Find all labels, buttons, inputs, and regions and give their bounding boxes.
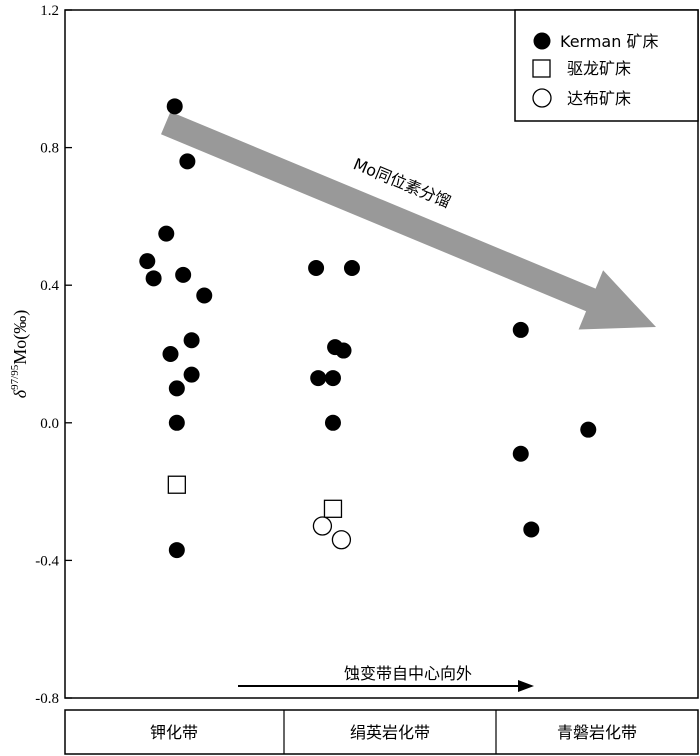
data-point-kerman: [183, 332, 200, 349]
zone-label-propylitic: 青磐岩化带: [557, 723, 637, 742]
data-point-kerman: [324, 370, 341, 387]
y-tick-label: 0.0: [40, 416, 59, 432]
data-point-dabu: [331, 530, 352, 550]
y-axis-label-delta: δ: [10, 389, 30, 398]
data-points: [139, 98, 597, 559]
data-point-dabu: [312, 516, 333, 536]
zone-strip-frame: [64, 709, 699, 755]
data-point-kerman: [335, 342, 352, 359]
data-point-qulong: [167, 475, 186, 494]
y-axis-label-unit: Mo(‰): [10, 310, 31, 365]
data-point-kerman: [162, 346, 179, 362]
legend-marker-qulong: [532, 59, 551, 78]
alteration-zone-strip: 钾化带 绢英岩化带 青磐岩化带: [64, 709, 699, 755]
data-point-kerman: [308, 260, 325, 276]
data-point-kerman: [166, 98, 183, 115]
legend-label-kerman: Kerman 矿床: [560, 32, 658, 51]
data-point-kerman: [580, 421, 597, 438]
data-point-kerman: [158, 225, 175, 242]
plot-area-frame: [64, 9, 699, 699]
data-point-kerman: [310, 370, 327, 387]
alteration-direction-label: 蚀变带自中心向外: [344, 664, 472, 683]
data-point-kerman: [183, 366, 200, 383]
data-point-kerman: [168, 542, 185, 559]
data-point-kerman: [343, 260, 360, 276]
y-tick-label: 1.2: [40, 3, 59, 19]
y-tick-label: -0.8: [35, 691, 59, 707]
data-point-qulong: [323, 499, 343, 518]
data-point-kerman: [145, 270, 162, 287]
legend: Kerman 矿床 驱龙矿床 达布矿床: [514, 9, 699, 122]
y-axis-label-superscript: 97/95: [9, 364, 21, 390]
data-point-kerman: [512, 321, 529, 338]
legend-marker-dabu: [532, 88, 552, 108]
alteration-direction-arrow-head: [518, 680, 534, 692]
data-point-kerman: [168, 380, 185, 397]
y-tick-label: -0.4: [35, 553, 59, 569]
data-point-kerman: [523, 521, 540, 538]
data-point-kerman: [179, 153, 196, 170]
data-point-kerman: [175, 266, 192, 283]
y-axis-label: δ97/95Mo(‰): [9, 310, 31, 398]
y-tick-label: 0.8: [40, 141, 59, 157]
zone-label-potassic: 钾化带: [150, 723, 198, 742]
legend-label-dabu: 达布矿床: [567, 89, 631, 108]
y-axis: 1.2 0.8 0.4 0.0 -0.4 -0.8: [35, 3, 72, 707]
y-tick-label: 0.4: [40, 278, 59, 294]
data-point-kerman: [196, 287, 213, 304]
mo-fractionation-arrow-shape: [161, 111, 656, 330]
data-point-kerman: [512, 445, 529, 462]
data-point-kerman: [168, 414, 185, 431]
data-point-kerman: [139, 253, 156, 270]
zone-label-phyllic: 绢英岩化带: [350, 723, 430, 742]
legend-marker-kerman: [533, 32, 551, 50]
data-point-kerman: [324, 414, 341, 431]
legend-label-qulong: 驱龙矿床: [567, 59, 631, 78]
